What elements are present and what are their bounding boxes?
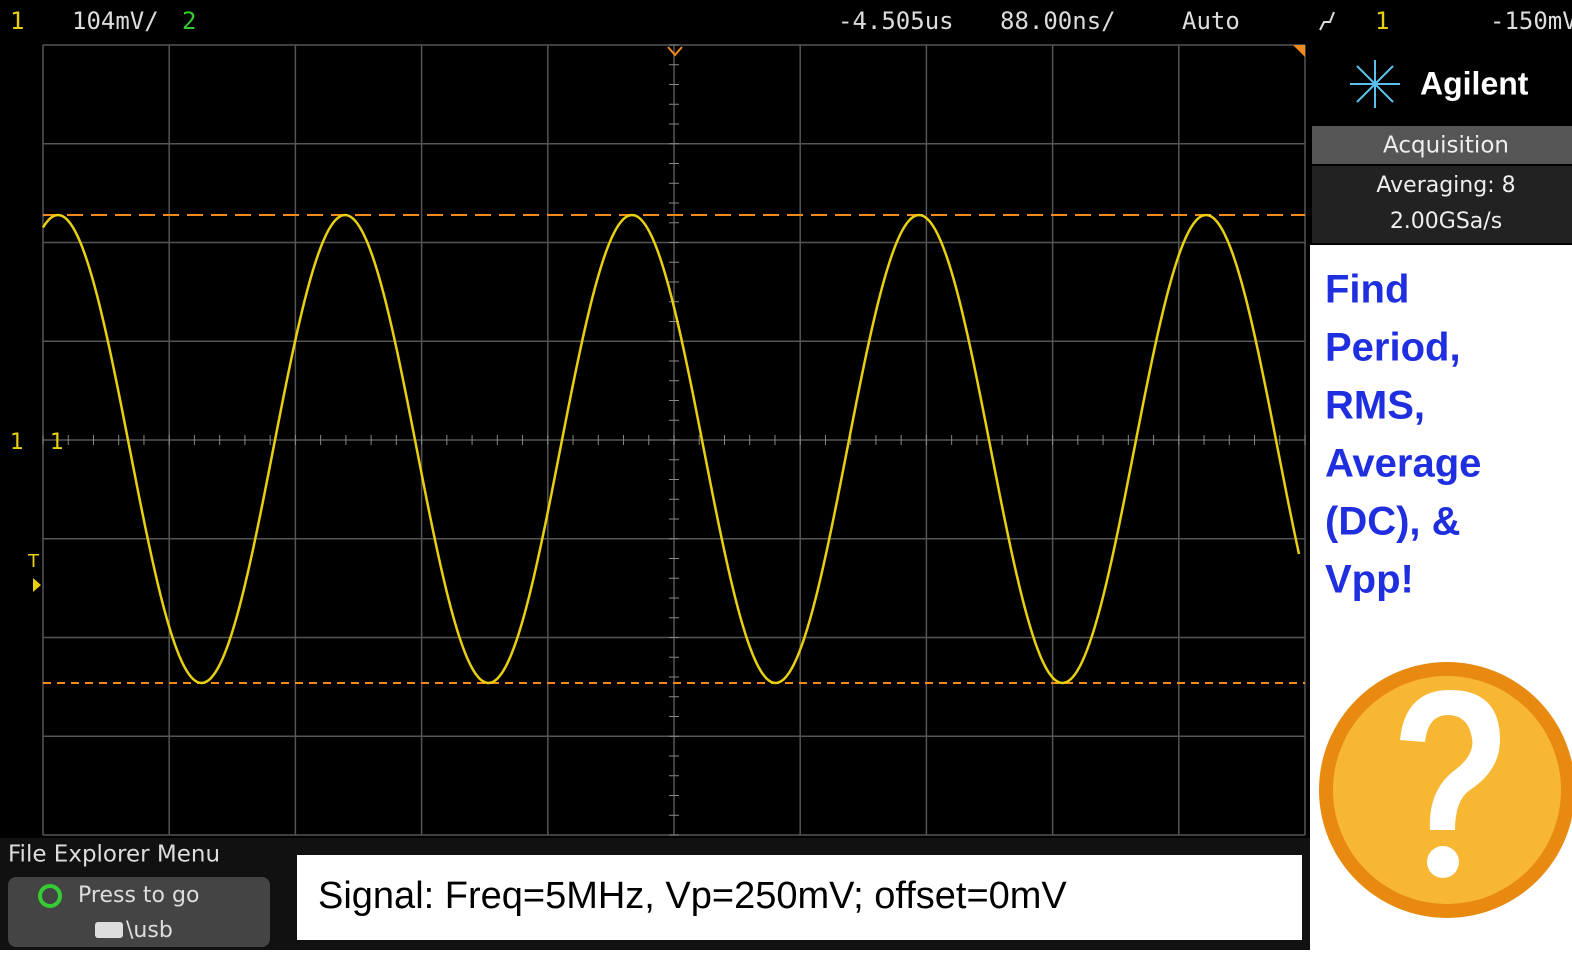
go-icon	[38, 884, 62, 908]
agilent-logo	[1350, 60, 1400, 108]
prompt-line: Average	[1325, 442, 1481, 486]
trigger-source: 1	[1375, 7, 1389, 35]
prompt-line: Find	[1325, 268, 1409, 312]
channel-marker: 1	[50, 430, 64, 455]
caption-box	[297, 855, 1302, 940]
question-mark	[1400, 690, 1500, 830]
timebase: 88.00ns/	[1000, 7, 1116, 35]
section-header	[1312, 126, 1572, 164]
vertical-scale: 104mV/	[72, 7, 159, 35]
trigger-level: -150mV	[1490, 7, 1572, 35]
menu-title: File Explorer Menu	[8, 842, 220, 868]
trigger-position	[667, 46, 683, 57]
prompt-line: Vpp!	[1325, 558, 1414, 602]
section-body	[1312, 166, 1572, 243]
sample-rate: 2.00GSa/s	[1390, 209, 1502, 234]
prompt-line: (DC), &	[1325, 500, 1461, 544]
button-label: Press to go	[78, 883, 199, 908]
graticule	[42, 44, 1306, 836]
ground-marker: 1	[10, 430, 24, 455]
delay: -4.505us	[838, 7, 954, 35]
prompt-line: Period,	[1325, 326, 1461, 370]
prompt-line: RMS,	[1325, 384, 1425, 428]
trigger-marker: T	[27, 551, 40, 572]
corner-marker	[1293, 45, 1305, 57]
menu-button[interactable]	[8, 877, 270, 947]
channel-label: 1	[10, 7, 24, 35]
trigger-arrow	[33, 578, 41, 592]
scope-background	[0, 0, 1310, 950]
brand: Agilent	[1420, 65, 1529, 101]
trigger-mode: Auto	[1182, 7, 1240, 35]
averaging: Averaging: 8	[1376, 173, 1515, 198]
usb-icon	[95, 922, 123, 938]
question-dot	[1427, 846, 1459, 878]
usb-path: \usb	[126, 918, 173, 943]
caption: Signal: Freq=5MHz, Vp=250mV; offset=0mV	[318, 875, 1067, 917]
waveform	[41, 213, 1301, 685]
section-title: Acquisition	[1383, 133, 1509, 159]
channel2-label: 2	[182, 7, 196, 35]
trigger-edge-icon	[1319, 11, 1335, 31]
prompt: Find Period, RMS, Average (DC), & Vpp!	[1325, 268, 1481, 602]
